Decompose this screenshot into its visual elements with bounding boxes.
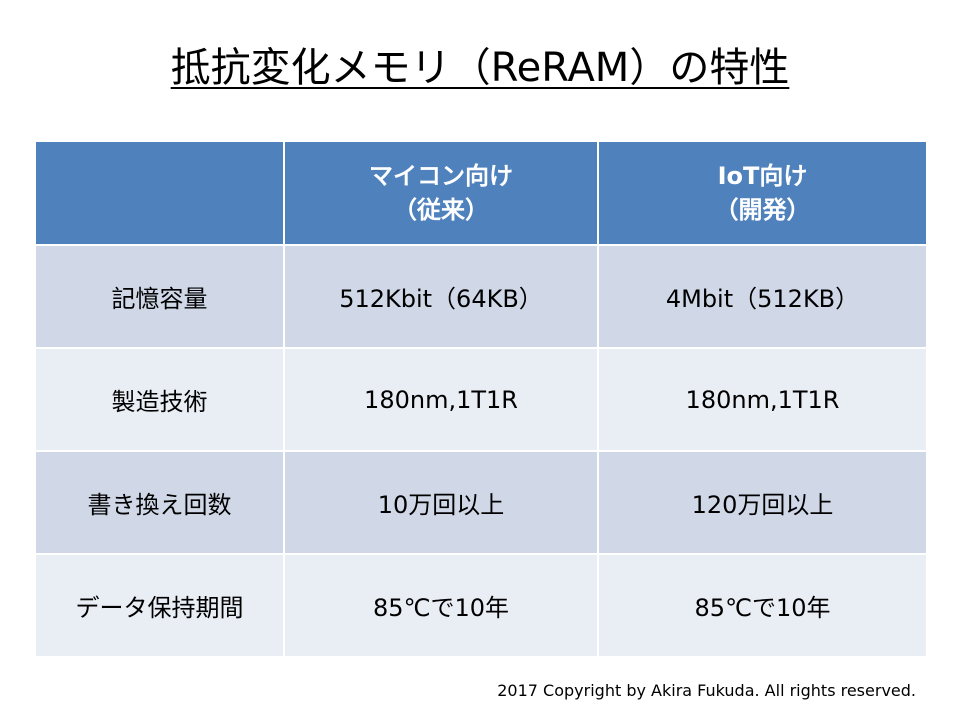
table-cell: 10万回以上	[283, 450, 599, 555]
row-label: 書き換え回数	[34, 450, 285, 555]
slide-title: 抵抗変化メモリ（ReRAM）の特性	[0, 38, 960, 98]
table-header-row: マイコン向け （従来） IoT向け （開発）	[34, 140, 928, 246]
header-label: IoT向け	[717, 162, 808, 190]
row-label: データ保持期間	[34, 553, 285, 658]
table-cell: 180nm,1T1R	[283, 347, 599, 452]
header-sublabel: （開発）	[714, 196, 811, 224]
table-row: 書き換え回数 10万回以上 120万回以上	[34, 450, 928, 555]
table-row: データ保持期間 85℃で10年 85℃で10年	[34, 553, 928, 658]
header-label: マイコン向け	[369, 162, 513, 190]
header-cell-iot: IoT向け （開発）	[597, 140, 928, 246]
row-label: 製造技術	[34, 347, 285, 452]
copyright-notice: 2017 Copyright by Akira Fukuda. All righ…	[497, 681, 916, 700]
table-cell: 512Kbit（64KB）	[283, 244, 599, 349]
slide-title-text: 抵抗変化メモリ（ReRAM）の特性	[170, 45, 790, 91]
row-label: 記憶容量	[34, 244, 285, 349]
table-row: 記憶容量 512Kbit（64KB） 4Mbit（512KB）	[34, 244, 928, 349]
table-cell: 4Mbit（512KB）	[597, 244, 928, 349]
table-cell: 85℃で10年	[283, 553, 599, 658]
table-cell: 120万回以上	[597, 450, 928, 555]
table-cell: 85℃で10年	[597, 553, 928, 658]
header-sublabel: （従来）	[393, 196, 489, 224]
header-cell-empty	[34, 140, 285, 246]
spec-table: マイコン向け （従来） IoT向け （開発） 記憶容量 512Kbit（64KB…	[34, 140, 928, 658]
table-cell: 180nm,1T1R	[597, 347, 928, 452]
table-row: 製造技術 180nm,1T1R 180nm,1T1R	[34, 347, 928, 452]
header-cell-mcu: マイコン向け （従来）	[283, 140, 599, 246]
